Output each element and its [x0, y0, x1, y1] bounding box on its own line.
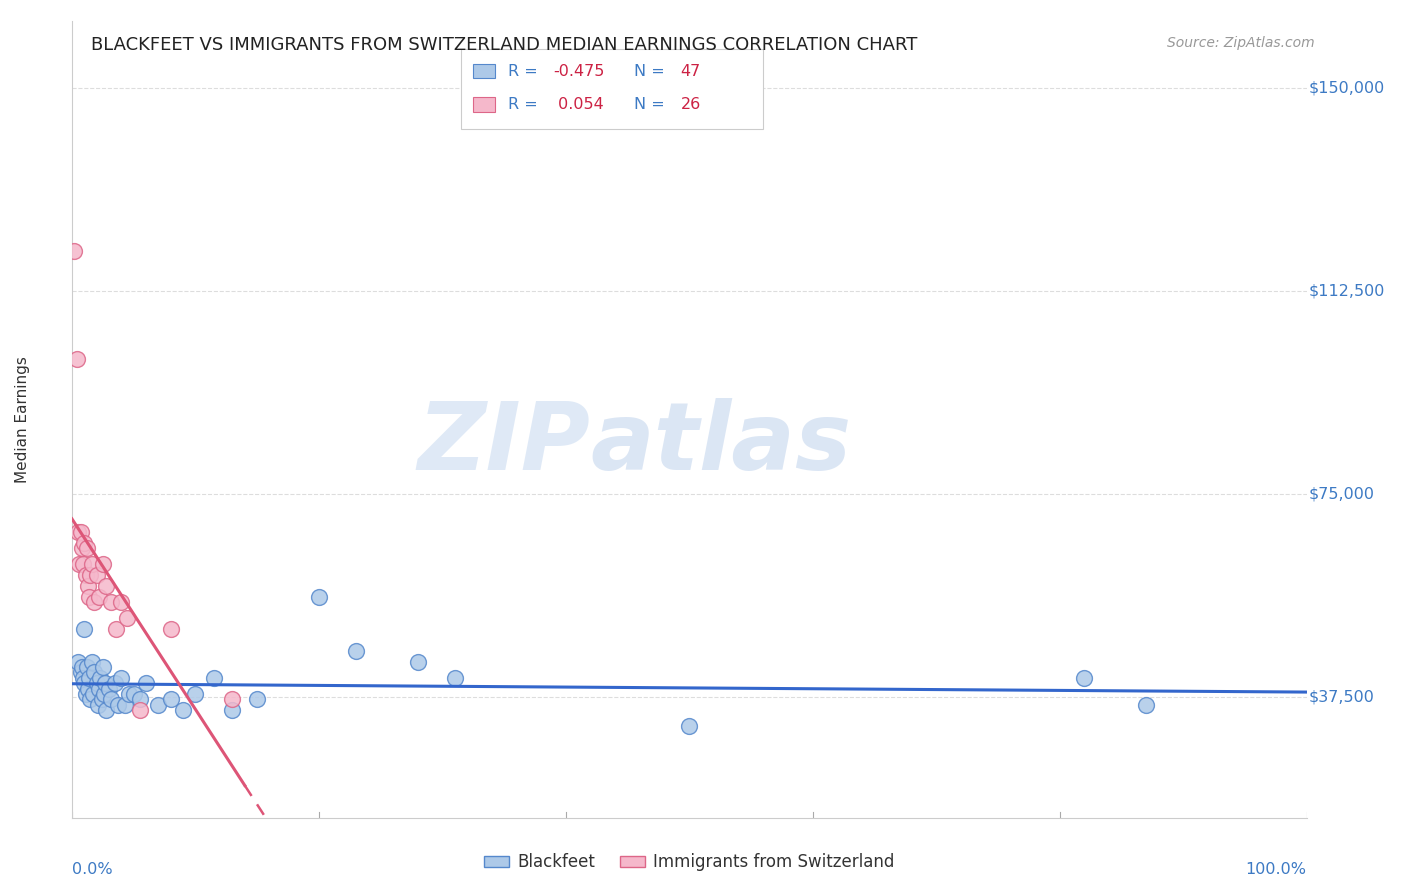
Text: ZIP: ZIP: [418, 398, 591, 490]
Point: [80, 655, 103, 669]
Point: [76, 541, 98, 555]
Point: [75, 687, 97, 701]
Point: [114, 698, 136, 712]
Point: [82, 687, 104, 701]
Point: [87, 590, 110, 604]
FancyBboxPatch shape: [474, 97, 495, 112]
Point: [70, 660, 93, 674]
Point: [83, 595, 105, 609]
Point: [94, 676, 117, 690]
Point: [73, 676, 96, 690]
Point: [148, 698, 170, 712]
Point: [69, 665, 91, 680]
Point: [75, 568, 97, 582]
Point: [72, 558, 94, 572]
Point: [100, 692, 122, 706]
Point: [1073, 671, 1095, 685]
Point: [678, 719, 700, 733]
Text: BLACKFEET VS IMMIGRANTS FROM SWITZERLAND MEDIAN EARNINGS CORRELATION CHART: BLACKFEET VS IMMIGRANTS FROM SWITZERLAND…: [91, 36, 918, 54]
Point: [73, 535, 96, 549]
Point: [77, 579, 100, 593]
Point: [172, 703, 194, 717]
Point: [69, 524, 91, 539]
Point: [135, 676, 157, 690]
Point: [104, 676, 127, 690]
Point: [91, 558, 114, 572]
Text: N =: N =: [634, 97, 669, 112]
Point: [67, 524, 90, 539]
Point: [70, 541, 93, 555]
Point: [96, 703, 118, 717]
Text: R =: R =: [508, 97, 543, 112]
Point: [344, 644, 367, 658]
Point: [100, 595, 122, 609]
Text: $150,000: $150,000: [1309, 81, 1385, 96]
Point: [202, 671, 225, 685]
Point: [72, 671, 94, 685]
FancyBboxPatch shape: [461, 49, 763, 128]
Point: [79, 692, 101, 706]
Point: [118, 687, 141, 701]
Point: [86, 568, 108, 582]
Point: [90, 692, 112, 706]
Legend: Blackfeet, Immigrants from Switzerland: Blackfeet, Immigrants from Switzerland: [477, 847, 901, 878]
Point: [122, 687, 145, 701]
Point: [87, 698, 110, 712]
Point: [73, 622, 96, 636]
Text: $75,000: $75,000: [1309, 486, 1375, 501]
Point: [443, 671, 465, 685]
Point: [86, 676, 108, 690]
Point: [77, 681, 100, 696]
Point: [96, 579, 118, 593]
Point: [89, 671, 111, 685]
Point: [110, 671, 132, 685]
Point: [67, 558, 90, 572]
Text: atlas: atlas: [591, 398, 852, 490]
Point: [67, 655, 90, 669]
Point: [117, 611, 139, 625]
Text: 26: 26: [681, 97, 700, 112]
FancyBboxPatch shape: [474, 64, 495, 78]
Point: [110, 595, 132, 609]
Point: [159, 622, 181, 636]
Text: 0.0%: 0.0%: [72, 863, 112, 877]
Point: [107, 698, 129, 712]
Point: [221, 703, 243, 717]
Point: [159, 692, 181, 706]
Text: $112,500: $112,500: [1309, 284, 1385, 299]
Point: [83, 665, 105, 680]
Point: [80, 558, 103, 572]
Text: 100.0%: 100.0%: [1246, 863, 1306, 877]
Point: [63, 244, 86, 258]
Text: Median Earnings: Median Earnings: [15, 356, 30, 483]
Point: [97, 681, 120, 696]
Point: [1135, 698, 1157, 712]
Point: [128, 692, 150, 706]
Text: 47: 47: [681, 63, 700, 78]
Point: [93, 687, 115, 701]
Point: [91, 660, 114, 674]
Point: [76, 660, 98, 674]
Point: [79, 568, 101, 582]
Text: -0.475: -0.475: [554, 63, 605, 78]
Text: 0.054: 0.054: [554, 97, 605, 112]
Point: [406, 655, 429, 669]
Text: R =: R =: [508, 63, 543, 78]
Point: [77, 590, 100, 604]
Point: [221, 692, 243, 706]
Point: [77, 671, 100, 685]
Text: $37,500: $37,500: [1309, 690, 1375, 704]
Point: [87, 681, 110, 696]
Point: [66, 351, 89, 366]
Text: N =: N =: [634, 63, 669, 78]
Point: [105, 622, 128, 636]
Point: [246, 692, 269, 706]
Point: [308, 590, 330, 604]
Point: [128, 703, 150, 717]
Point: [184, 687, 207, 701]
Text: Source: ZipAtlas.com: Source: ZipAtlas.com: [1167, 36, 1315, 50]
